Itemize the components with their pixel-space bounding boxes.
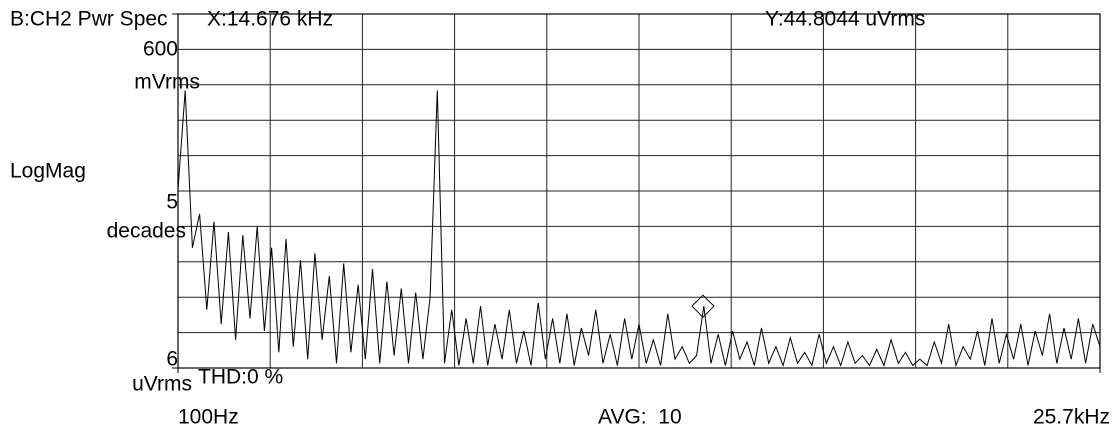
thd-annotation: THD:0 %	[198, 366, 283, 389]
y-tick-unit: mVrms	[134, 71, 200, 94]
x-tick-label: 25.7kHz	[1033, 406, 1110, 429]
marker-x-readout: X:14.676 kHz	[207, 8, 333, 31]
y-span-unit: decades	[107, 220, 186, 243]
y-tick-label: 600	[143, 38, 178, 61]
plot-frame	[177, 13, 1101, 369]
marker-y-readout: Y:44.8044 uVrms	[765, 8, 925, 31]
y-axis-label: LogMag	[10, 160, 86, 183]
y-tick-label: 6	[166, 348, 178, 371]
x-tick-label: 100Hz	[178, 406, 239, 429]
y-tick-unit: uVrms	[132, 373, 192, 396]
chart-title: B:CH2 Pwr Spec	[10, 8, 168, 31]
marker-diamond	[691, 294, 715, 318]
y-span-value: 5	[166, 191, 178, 214]
averaging-readout: AVG: 10	[598, 406, 682, 429]
spectrum-trace	[177, 90, 1101, 368]
